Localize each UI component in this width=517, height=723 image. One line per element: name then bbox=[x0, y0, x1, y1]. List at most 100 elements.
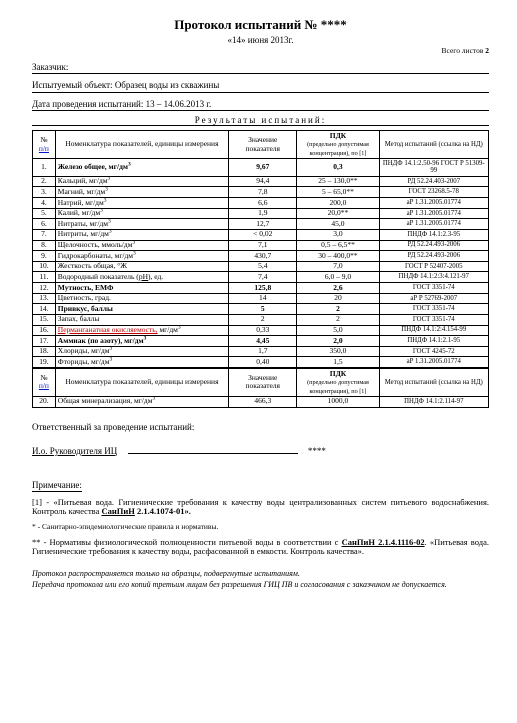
cell-name: Аммиак (по азоту), мг/дм3 bbox=[55, 336, 228, 347]
cell-method: аР 1.31.2005.01774 bbox=[379, 219, 488, 230]
sheets-n: 2 bbox=[485, 46, 489, 55]
note-title: Примечание: bbox=[32, 480, 82, 491]
hdr-val: Значение показателя bbox=[229, 131, 297, 159]
table-row: 12.Мутность, ЕМФ125,82,6ГОСТ 3351-74 bbox=[33, 283, 489, 294]
cell-name: Натрий, мг/дм3 bbox=[55, 198, 228, 209]
cell-name: Железо общее, мг/дм3 bbox=[55, 159, 228, 177]
cell-pdk: 2,0 bbox=[297, 336, 379, 347]
cell-pdk: 20 bbox=[297, 293, 379, 304]
object-row: Испытуемый объект: Образец воды из скваж… bbox=[32, 80, 489, 92]
object-value: Образец воды из скважины bbox=[115, 80, 220, 90]
period-label: Дата проведения испытаний: bbox=[32, 99, 143, 109]
doc-title: Протокол испытаний № **** bbox=[32, 18, 489, 33]
cell-method: ПНДФ 14.1:2:4.154-99 bbox=[379, 325, 488, 336]
cell-method: РД 52.24.493-2006 bbox=[379, 251, 488, 262]
cell-val: 94,4 bbox=[229, 176, 297, 187]
cell-method: ПНДФ 14.1:2:3:4.121-97 bbox=[379, 272, 488, 283]
cell-n: 12. bbox=[33, 283, 56, 294]
cell-val: 4,45 bbox=[229, 336, 297, 347]
cell-name: Нитриты, мг/дм3 bbox=[55, 229, 228, 240]
hdr-val-2: Значение показателя bbox=[229, 369, 297, 397]
table-row: 13.Цветность, град.1420аР Р 52769-2007 bbox=[33, 293, 489, 304]
cell-method: ПНДФ 14.1:2.3-95 bbox=[379, 229, 488, 240]
cell-method: ГОСТ 3351-74 bbox=[379, 304, 488, 315]
cell-name: Цветность, град. bbox=[55, 293, 228, 304]
cell-method: аР 1.31.2005.01774 bbox=[379, 208, 488, 219]
customer-row: Заказчик: bbox=[32, 62, 489, 74]
cell-pdk: 25 – 130,0** bbox=[297, 176, 379, 187]
note-star: * - Санитарно-эпидемиологические правила… bbox=[32, 523, 489, 532]
table-row: 14.Привкус, баллы52ГОСТ 3351-74 bbox=[33, 304, 489, 315]
cell-pdk: 3,0 bbox=[297, 229, 379, 240]
object-label: Испытуемый объект: bbox=[32, 80, 113, 90]
cell-pdk: 2 bbox=[297, 314, 379, 325]
cell-pdk: 5 – 65,0** bbox=[297, 187, 379, 198]
cell-method: аР Р 52769-2007 bbox=[379, 293, 488, 304]
cell-name: Водородный показатель (рН), ед. bbox=[55, 272, 228, 283]
doc-date: «14» июня 2013г. bbox=[32, 35, 489, 45]
cell-pdk: 30 – 400,0** bbox=[297, 251, 379, 262]
cell-val: 1,9 bbox=[229, 208, 297, 219]
cell-n: 15. bbox=[33, 314, 56, 325]
sig-role: И.о. Руководителя ИЦ bbox=[32, 446, 117, 456]
cell-val: 12,7 bbox=[229, 219, 297, 230]
cell-name: Калий, мг/дм3 bbox=[55, 208, 228, 219]
cell-method: РД 52.24.493-2006 bbox=[379, 240, 488, 251]
period-value: 13 – 14.06.2013 г. bbox=[146, 99, 212, 109]
cell-val: 7,1 bbox=[229, 240, 297, 251]
cell-pdk: 2 bbox=[297, 304, 379, 315]
cell-n: 7. bbox=[33, 229, 56, 240]
cell-val: 0,40 bbox=[229, 357, 297, 368]
cell-name: Гидрокарбонаты, мг/дм3 bbox=[55, 251, 228, 262]
results-table-1: № п/п Номенклатура показателей, единицы … bbox=[32, 130, 489, 368]
table-row: 2.Кальций, мг/дм394,425 – 130,0**РД 52.2… bbox=[33, 176, 489, 187]
cell-pdk: 20,0** bbox=[297, 208, 379, 219]
cell-n: 17. bbox=[33, 336, 56, 347]
cell-n: 14. bbox=[33, 304, 56, 315]
cell-name: Магний, мг/дм3 bbox=[55, 187, 228, 198]
table-row: 1.Железо общее, мг/дм39,670,3ПНДФ 14.1:2… bbox=[33, 159, 489, 177]
table-row: 11.Водородный показатель (рН), ед.7,46,0… bbox=[33, 272, 489, 283]
document-page: Протокол испытаний № **** «14» июня 2013… bbox=[0, 0, 517, 723]
period-row: Дата проведения испытаний: 13 – 14.06.20… bbox=[32, 99, 489, 111]
cell-name: Фториды, мг/дм3 bbox=[55, 357, 228, 368]
cell-n: 3. bbox=[33, 187, 56, 198]
cell-name: Жесткость общая, °Ж bbox=[55, 261, 228, 272]
cell-n: 8. bbox=[33, 240, 56, 251]
cell-val: 430,7 bbox=[229, 251, 297, 262]
cell-val: 14 bbox=[229, 293, 297, 304]
table-row: 9.Гидрокарбонаты, мг/дм3430,730 – 400,0*… bbox=[33, 251, 489, 262]
header-row: № п/п Номенклатура показателей, единицы … bbox=[33, 131, 489, 159]
cell-name: Привкус, баллы bbox=[55, 304, 228, 315]
table-row: 19.Фториды, мг/дм30,401,5аР 1.31.2005.01… bbox=[33, 357, 489, 368]
hdr-name-2: Номенклатура показателей, единицы измере… bbox=[55, 369, 228, 397]
cell-pdk: 1,5 bbox=[297, 357, 379, 368]
cell-pdk: 200,0 bbox=[297, 198, 379, 209]
cell-pdk: 45,0 bbox=[297, 219, 379, 230]
signature-line: И.о. Руководителя ИЦ **** bbox=[32, 446, 489, 456]
cell-val: 5 bbox=[229, 304, 297, 315]
cell-n: 5. bbox=[33, 208, 56, 219]
cell-pdk: 1000,0 bbox=[297, 396, 379, 407]
cell-n: 16. bbox=[33, 325, 56, 336]
hdr-method: Метод испытаний (ссылка на НД) bbox=[379, 131, 488, 159]
hdr-method-2: Метод испытаний (ссылка на НД) bbox=[379, 369, 488, 397]
note-title-wrap: Примечание: bbox=[32, 468, 489, 491]
sheets-label: Всего листов bbox=[442, 46, 484, 55]
cell-method: ПНДФ 14.1:2.50-96 ГОСТ Р 51309-99 bbox=[379, 159, 488, 177]
cell-val: 6,6 bbox=[229, 198, 297, 209]
results-title: Результаты испытаний: bbox=[32, 115, 489, 126]
cell-name: Хлориды, мг/дм3 bbox=[55, 346, 228, 357]
cell-method: ГОСТ 3351-74 bbox=[379, 314, 488, 325]
hdr-name: Номенклатура показателей, единицы измере… bbox=[55, 131, 228, 159]
cell-val: 7,4 bbox=[229, 272, 297, 283]
sheet-count: Всего листов 2 bbox=[32, 47, 489, 56]
cell-n: 6. bbox=[33, 219, 56, 230]
note-2: ** - Нормативы физиологической полноценн… bbox=[32, 538, 489, 558]
cell-val: 1,7 bbox=[229, 346, 297, 357]
cell-method: аР 1.31.2005.01774 bbox=[379, 357, 488, 368]
hdr-pdk-2: ПДК (предельно допустимая концентрация),… bbox=[297, 369, 379, 397]
sig-stars: **** bbox=[308, 446, 326, 456]
table-row: 20.Общая минерализация, мг/дм3466,31000,… bbox=[33, 396, 489, 407]
cell-val: 2 bbox=[229, 314, 297, 325]
